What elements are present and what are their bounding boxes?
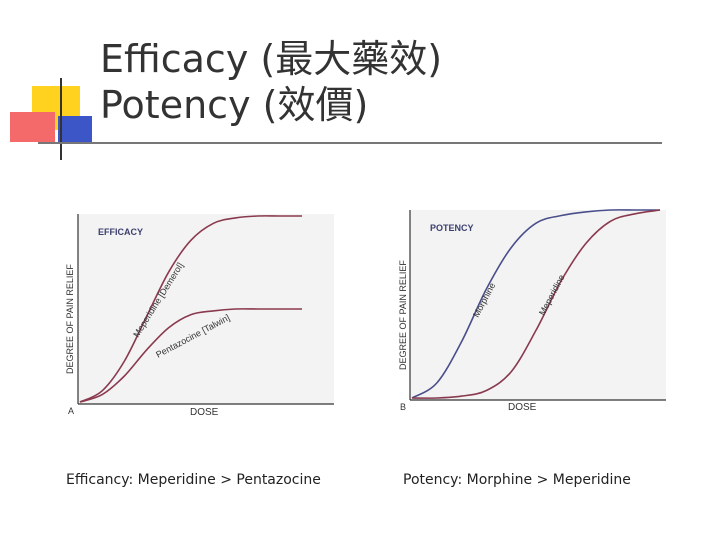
deco-horizontal-line — [38, 142, 662, 144]
efficacy-chart: EFFICACY DOSE A DEGREE OF PAIN RELIEF Me… — [65, 214, 334, 418]
efficacy-series-line-1 — [79, 308, 302, 403]
efficacy-caption: Efficancy: Meperidine > Pentazocine — [66, 472, 321, 488]
potency-chart-title: POTENCY — [430, 223, 474, 233]
efficacy-x-axis-label: DOSE — [190, 407, 219, 418]
potency-plot-background — [410, 210, 666, 400]
potency-series-line-1 — [411, 209, 661, 399]
potency-y-axis-label: DEGREE OF PAIN RELIEF — [398, 260, 408, 370]
slide-title-line-2: Potency (效價) — [100, 83, 369, 127]
slide-title-line-1: Efficacy (最大藥效) — [100, 37, 443, 81]
efficacy-panel-letter: A — [68, 406, 74, 416]
deco-red-square — [10, 112, 55, 142]
efficacy-chart-title: EFFICACY — [98, 227, 143, 237]
efficacy-y-axis-label: DEGREE OF PAIN RELIEF — [65, 264, 75, 374]
deco-vertical-line — [60, 78, 62, 160]
potency-caption: Potency: Morphine > Meperidine — [403, 472, 631, 488]
potency-panel-letter: B — [400, 402, 406, 412]
deco-blue-square — [58, 116, 92, 144]
potency-chart: POTENCY DOSE B DEGREE OF PAIN RELIEF Mor… — [398, 209, 666, 413]
potency-series-line-0 — [411, 209, 660, 399]
efficacy-series-line-0 — [79, 215, 302, 403]
potency-x-axis-label: DOSE — [508, 402, 537, 413]
